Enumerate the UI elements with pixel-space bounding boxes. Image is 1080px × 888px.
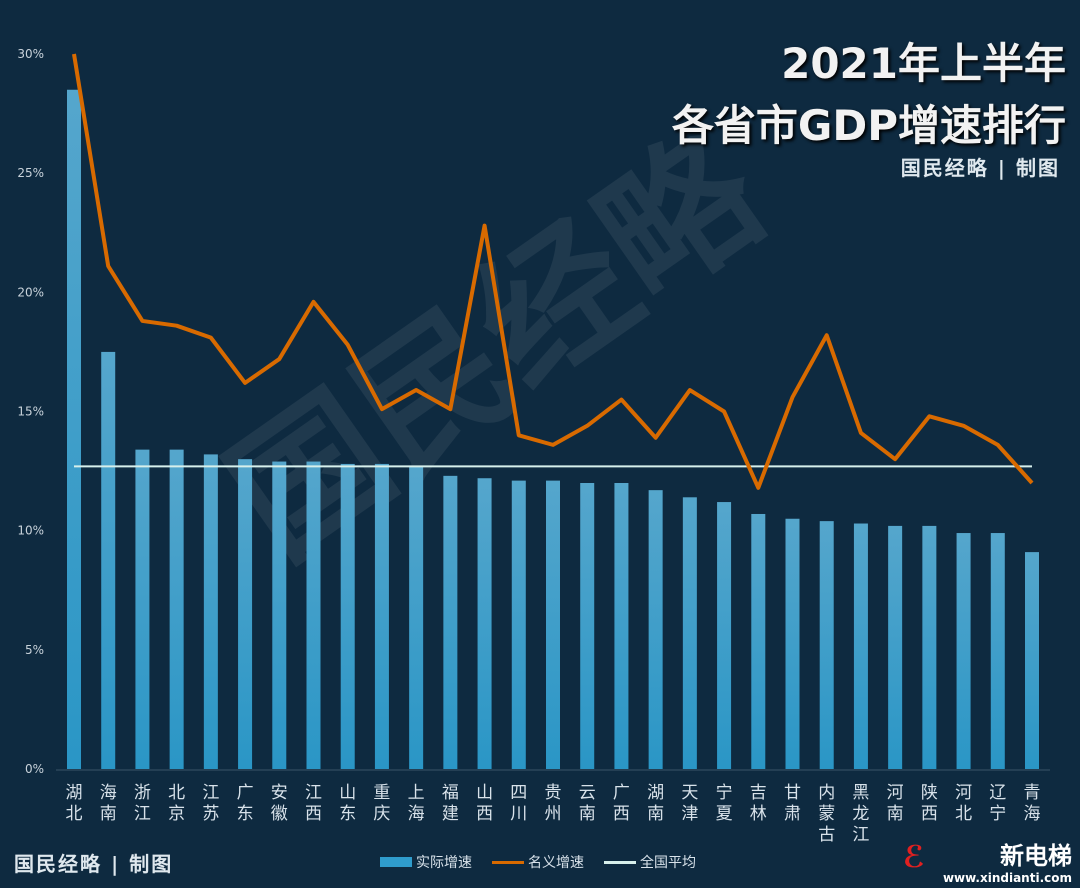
bar-贵州 — [546, 480, 560, 769]
x-tick-label: 青海 — [1024, 783, 1041, 824]
bar-山东 — [340, 463, 355, 769]
x-tick-label: 吉林 — [750, 783, 767, 824]
bar-广西 — [614, 483, 629, 769]
x-tick-label: 河北 — [955, 783, 972, 824]
legend-item-real: 实际增速 — [380, 852, 472, 872]
x-tick-label: 安徽 — [271, 783, 288, 824]
legend-item-nominal: 名义增速 — [492, 852, 584, 872]
x-tick-label: 四川 — [510, 783, 527, 824]
x-tick-label: 贵州 — [545, 783, 562, 824]
x-tick-label: 福建 — [442, 783, 459, 824]
x-tick-label: 云南 — [579, 783, 596, 824]
bar-浙江 — [135, 449, 150, 769]
x-tick-label: 宁夏 — [716, 783, 733, 824]
bar-辽宁 — [990, 533, 1005, 769]
legend-swatch-bar — [380, 857, 412, 867]
bar-宁夏 — [717, 502, 732, 769]
x-tick-label: 天津 — [681, 783, 698, 824]
x-tick-label: 重庆 — [373, 783, 390, 824]
credit-bottom: 国民经略 | 制图 — [14, 852, 174, 876]
legend-label: 全国平均 — [640, 855, 696, 871]
bar-湖南 — [648, 490, 663, 769]
x-tick-label: 内蒙古 — [818, 783, 835, 845]
x-tick-label: 河南 — [887, 783, 904, 824]
brand-icon: ℰ — [902, 840, 925, 875]
y-tick-label: 15% — [17, 405, 44, 419]
bar-广东 — [238, 459, 253, 769]
x-tick-label: 浙江 — [134, 783, 151, 824]
x-tick-label: 黑龙江 — [852, 783, 869, 845]
x-tick-label: 湖北 — [66, 783, 83, 824]
x-tick-label: 湖南 — [647, 783, 664, 824]
bar-河北 — [956, 533, 971, 769]
bar-湖北 — [67, 89, 81, 769]
bar-江西 — [306, 461, 321, 769]
bar-安徽 — [272, 461, 287, 769]
bar-福建 — [443, 475, 458, 769]
y-tick-label: 30% — [17, 47, 44, 61]
nominal-growth-line — [72, 53, 1034, 490]
y-tick-label: 5% — [25, 643, 44, 657]
credit-top: 国民经略 | 制图 — [900, 156, 1060, 180]
x-tick-label: 山东 — [339, 783, 356, 824]
bar-云南 — [580, 483, 595, 769]
x-tick-label: 广东 — [237, 783, 254, 824]
x-tick-label: 上海 — [408, 783, 425, 824]
brand-name: 新电梯 — [1000, 842, 1072, 870]
bar-陕西 — [922, 525, 937, 769]
y-tick-label: 10% — [17, 524, 44, 538]
x-tick-label: 辽宁 — [989, 783, 1006, 824]
x-tick-label: 海南 — [100, 783, 117, 824]
bar-甘肃 — [785, 518, 800, 769]
bar-山西 — [477, 478, 492, 769]
chart-title-line1: 2021年上半年 — [781, 39, 1066, 88]
x-tick-label: 山西 — [476, 783, 493, 824]
x-tick-label: 陕西 — [921, 783, 938, 824]
legend-swatch-line — [604, 860, 636, 864]
bar-上海 — [409, 466, 424, 769]
bar-河南 — [888, 525, 903, 769]
brand-url: www.xindianti.com — [942, 871, 1072, 885]
legend-label: 名义增速 — [528, 855, 584, 871]
x-tick-label: 广西 — [613, 783, 630, 824]
y-tick-label: 25% — [17, 166, 44, 180]
y-tick-label: 0% — [25, 762, 44, 776]
bar-北京 — [169, 449, 184, 769]
legend-item-average: 全国平均 — [604, 852, 696, 872]
x-tick-label: 北京 — [168, 783, 185, 824]
bar-青海 — [1025, 552, 1039, 769]
legend: 实际增速 名义增速 全国平均 — [380, 852, 696, 872]
bar-海南 — [101, 351, 116, 769]
bar-四川 — [511, 480, 526, 769]
brand-logo: ℰ 新电梯 www.xindianti.com — [903, 836, 1072, 885]
chart-title-line2: 各省市GDP增速排行 — [671, 101, 1066, 150]
x-tick-label: 甘肃 — [784, 783, 801, 824]
y-tick-label: 20% — [17, 285, 44, 299]
bar-重庆 — [374, 463, 389, 769]
x-tick-label: 江苏 — [202, 783, 219, 824]
legend-label: 实际增速 — [416, 855, 472, 871]
bar-黑龙江 — [853, 523, 868, 769]
bar-天津 — [682, 497, 697, 769]
bar-内蒙古 — [819, 521, 834, 769]
bar-吉林 — [751, 513, 766, 769]
legend-swatch-line — [492, 860, 524, 864]
bar-江苏 — [203, 454, 218, 769]
x-tick-label: 江西 — [305, 783, 322, 824]
